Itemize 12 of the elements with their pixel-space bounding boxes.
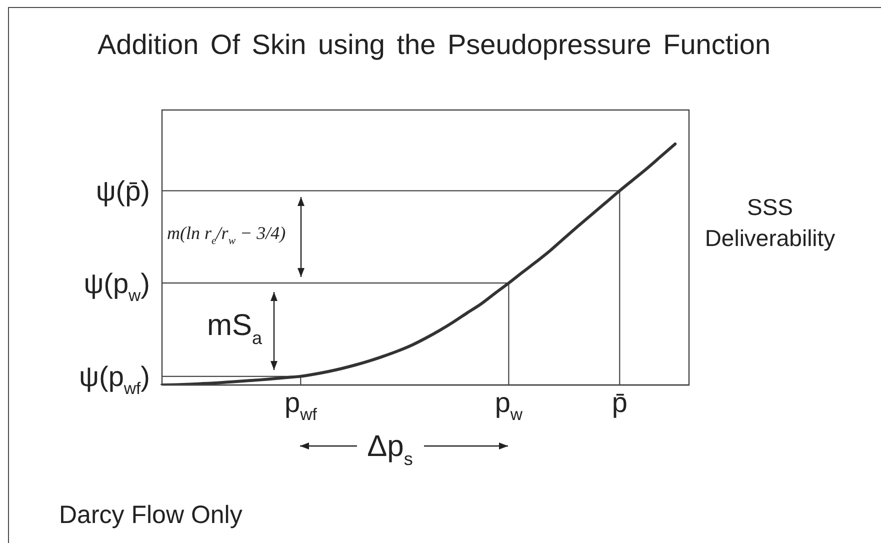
text: Δp$_{s}$ [367,430,413,469]
annotation: m(ln r$_{e}$/r$_{w}$ − 3/4) [167,223,286,248]
text: Darcy Flow Only [59,501,243,529]
x-tick-label: p̄ [612,387,628,418]
ref-line-label: ψ(p$_{w}$) [84,268,150,306]
annotation: mS$_{a}$ [207,309,263,348]
text: SSS Deliverability [704,194,836,251]
x-tick-label: p$_{wf}$ [284,387,318,424]
chart-title: Addition Of Skin using the Pseudopressure Function [97,29,771,60]
x-tick-label: p$_{w}$ [494,387,524,424]
ref-line-label: ψ(p$_{wf}$) [79,361,150,399]
ref-line-label: ψ(p̄) [96,176,150,207]
